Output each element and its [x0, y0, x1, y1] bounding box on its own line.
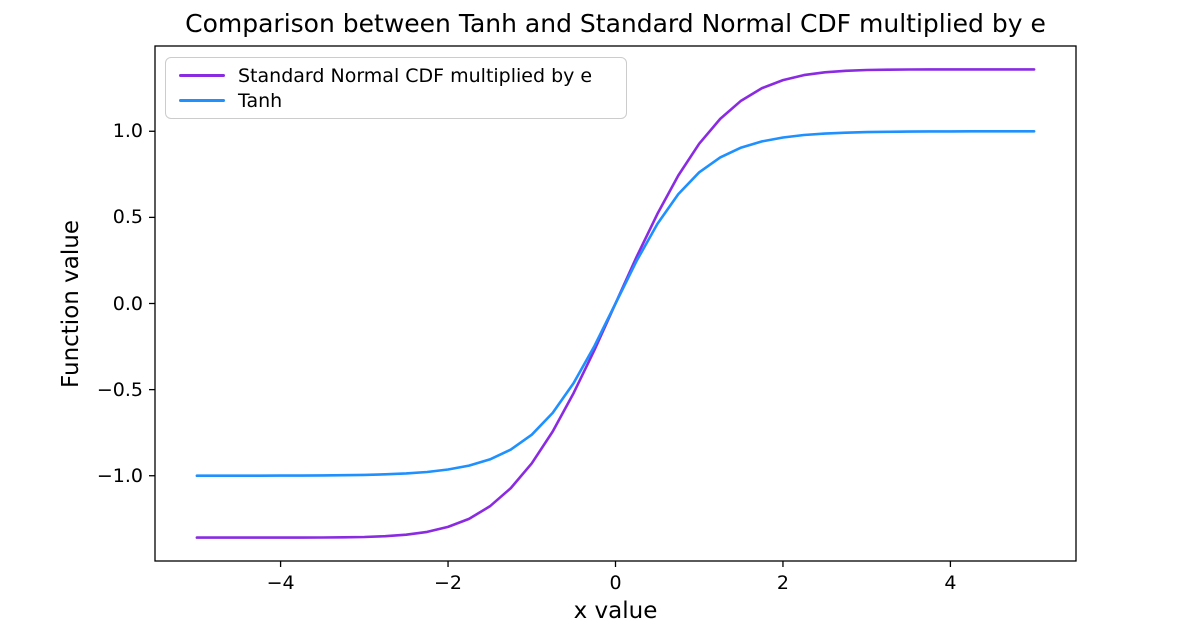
legend: Standard Normal CDF multiplied by e Tanh: [165, 57, 627, 119]
legend-label-normal-cdf: Standard Normal CDF multiplied by e: [238, 64, 593, 87]
y-tick-label: 0.5: [112, 206, 143, 229]
legend-item-normal-cdf: Standard Normal CDF multiplied by e: [179, 64, 618, 88]
x-tick-label: −2: [434, 572, 463, 594]
legend-label-tanh: Tanh: [238, 89, 283, 112]
x-tick-label: 4: [944, 572, 957, 594]
y-tick-label: −0.5: [96, 378, 143, 401]
y-tick-label: 1.0: [112, 120, 143, 143]
y-tick-label: 0.0: [112, 292, 143, 315]
series-line-tanh: [195, 130, 1036, 478]
x-tick-label: −4: [266, 572, 295, 594]
x-tick-label: 0: [609, 572, 622, 594]
chart-title: Comparison between Tanh and Standard Nor…: [185, 9, 1046, 38]
legend-item-tanh: Tanh: [179, 89, 618, 113]
y-tick-label: −1.0: [96, 464, 143, 487]
legend-line-sample-normal-cdf: [179, 74, 225, 77]
x-tick-label: 2: [776, 572, 789, 594]
legend-line-sample-tanh: [179, 99, 225, 102]
x-axis-label: x value: [573, 598, 658, 624]
